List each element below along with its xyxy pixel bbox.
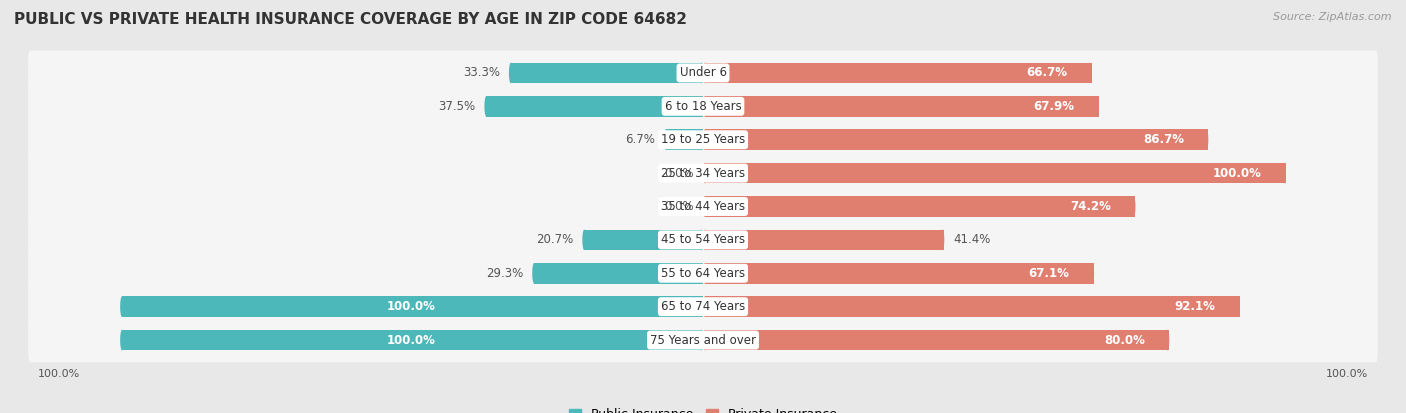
Text: Under 6: Under 6 [679,66,727,79]
Text: 65 to 74 Years: 65 to 74 Years [661,300,745,313]
Bar [704,230,945,250]
Text: 55 to 64 Years: 55 to 64 Years [661,267,745,280]
Circle shape [120,296,124,317]
Text: 25 to 34 Years: 25 to 34 Years [661,166,745,180]
Bar [122,330,703,350]
Bar [704,296,1240,317]
Text: 6 to 18 Years: 6 to 18 Years [665,100,741,113]
Text: 19 to 25 Years: 19 to 25 Years [661,133,745,146]
Circle shape [1088,63,1092,83]
Circle shape [509,63,513,83]
Bar [704,330,1170,350]
Bar [704,163,1286,183]
Circle shape [533,263,536,284]
Bar [704,96,1098,117]
Bar [585,230,703,250]
Bar [486,96,703,117]
Circle shape [699,330,703,350]
Text: 100.0%: 100.0% [1212,166,1261,180]
Circle shape [1205,129,1208,150]
Text: PUBLIC VS PRIVATE HEALTH INSURANCE COVERAGE BY AGE IN ZIP CODE 64682: PUBLIC VS PRIVATE HEALTH INSURANCE COVER… [14,12,688,27]
Circle shape [1166,330,1170,350]
Text: 45 to 54 Years: 45 to 54 Years [661,233,745,247]
Text: 66.7%: 66.7% [1026,66,1067,79]
Circle shape [699,96,703,117]
Circle shape [485,96,488,117]
FancyBboxPatch shape [28,318,1378,363]
Circle shape [703,296,707,317]
Bar [704,129,1208,150]
Circle shape [703,196,707,217]
FancyBboxPatch shape [28,117,1378,162]
Circle shape [699,263,703,284]
FancyBboxPatch shape [28,50,1378,95]
Circle shape [703,330,707,350]
Text: 100.0%: 100.0% [387,334,436,347]
Circle shape [703,63,707,83]
Text: 0.0%: 0.0% [664,166,693,180]
Bar [704,263,1094,284]
Bar [704,63,1092,83]
Circle shape [699,296,703,317]
Text: 86.7%: 86.7% [1143,133,1184,146]
Circle shape [699,230,703,250]
Text: 0.0%: 0.0% [664,200,693,213]
FancyBboxPatch shape [28,184,1378,229]
Circle shape [703,129,707,150]
Circle shape [941,230,945,250]
Text: 37.5%: 37.5% [439,100,475,113]
Text: 75 Years and over: 75 Years and over [650,334,756,347]
Text: 35 to 44 Years: 35 to 44 Years [661,200,745,213]
Circle shape [703,96,707,117]
FancyBboxPatch shape [28,151,1378,195]
Circle shape [699,63,703,83]
Text: 41.4%: 41.4% [953,233,991,247]
Circle shape [699,129,703,150]
Bar [666,129,703,150]
Circle shape [664,129,668,150]
Text: 100.0%: 100.0% [387,300,436,313]
Text: 29.3%: 29.3% [485,267,523,280]
Text: 92.1%: 92.1% [1174,300,1215,313]
Circle shape [1090,263,1094,284]
FancyBboxPatch shape [28,218,1378,262]
Circle shape [703,263,707,284]
Circle shape [703,163,707,183]
Circle shape [120,330,124,350]
Text: 80.0%: 80.0% [1104,334,1144,347]
Circle shape [1236,296,1240,317]
Text: 67.9%: 67.9% [1033,100,1074,113]
Circle shape [1095,96,1098,117]
Bar [510,63,703,83]
Legend: Public Insurance, Private Insurance: Public Insurance, Private Insurance [564,403,842,413]
Circle shape [703,230,707,250]
Text: 6.7%: 6.7% [624,133,655,146]
Circle shape [582,230,586,250]
Text: 74.2%: 74.2% [1070,200,1111,213]
Bar [704,196,1136,217]
FancyBboxPatch shape [28,251,1378,296]
Bar [122,296,703,317]
Text: 33.3%: 33.3% [463,66,499,79]
Circle shape [1132,196,1136,217]
Text: 20.7%: 20.7% [536,233,574,247]
Text: 67.1%: 67.1% [1029,267,1070,280]
Circle shape [1282,163,1286,183]
Bar [534,263,703,284]
FancyBboxPatch shape [28,84,1378,129]
Text: Source: ZipAtlas.com: Source: ZipAtlas.com [1274,12,1392,22]
FancyBboxPatch shape [28,284,1378,329]
